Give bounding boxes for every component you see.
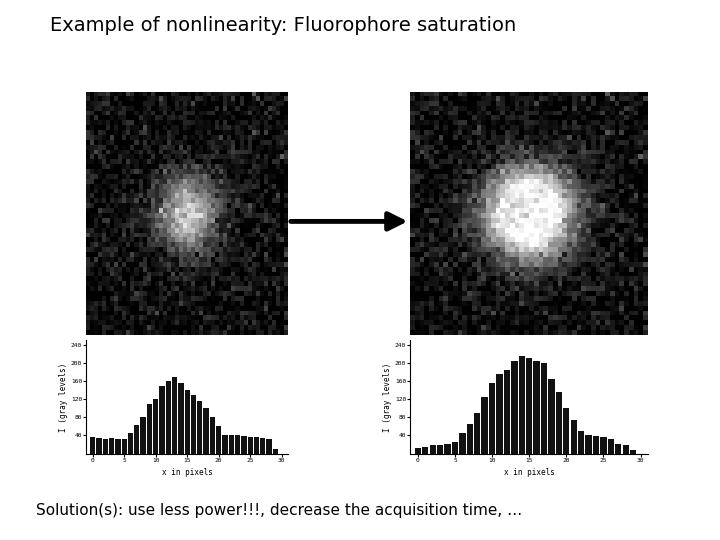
Bar	[222, 435, 228, 454]
Bar	[630, 450, 636, 454]
Bar	[197, 401, 202, 454]
Bar	[422, 447, 428, 454]
Bar	[273, 449, 278, 454]
Bar	[482, 397, 488, 454]
Bar	[235, 435, 240, 454]
Bar	[172, 377, 177, 454]
Bar	[518, 356, 525, 454]
Y-axis label: I (gray levels): I (gray levels)	[383, 362, 392, 431]
Bar	[96, 438, 102, 454]
Bar	[585, 435, 592, 454]
Bar	[600, 437, 607, 454]
Bar	[210, 417, 215, 454]
Bar	[159, 387, 165, 454]
Bar	[563, 408, 570, 454]
X-axis label: x in pixels: x in pixels	[162, 468, 212, 477]
Bar	[593, 436, 599, 454]
Bar	[496, 374, 503, 454]
Bar	[229, 435, 234, 454]
Text: Solution(s): use less power!!!, decrease the acquisition time, …: Solution(s): use less power!!!, decrease…	[36, 503, 522, 518]
Text: Example of nonlinearity: Fluorophore saturation: Example of nonlinearity: Fluorophore sat…	[50, 16, 517, 35]
Bar	[147, 404, 152, 454]
Bar	[122, 438, 127, 454]
Bar	[260, 438, 266, 454]
Bar	[526, 359, 532, 454]
Bar	[570, 420, 577, 454]
Bar	[556, 393, 562, 454]
Bar	[204, 408, 209, 454]
Bar	[437, 444, 444, 454]
Bar	[248, 437, 253, 454]
Bar	[511, 361, 518, 454]
Bar	[90, 437, 95, 454]
Bar	[140, 417, 145, 454]
Bar	[451, 442, 458, 454]
Bar	[549, 379, 554, 454]
Bar	[608, 439, 614, 454]
Bar	[153, 399, 158, 454]
Bar	[179, 383, 184, 454]
Bar	[578, 431, 585, 454]
Bar	[474, 413, 480, 454]
Bar	[103, 438, 108, 454]
Bar	[430, 446, 436, 454]
Bar	[444, 444, 451, 454]
Bar	[166, 381, 171, 454]
Bar	[134, 426, 140, 454]
Bar	[467, 424, 473, 454]
Bar	[184, 390, 190, 454]
Bar	[266, 439, 271, 454]
Bar	[504, 370, 510, 454]
Bar	[109, 438, 114, 454]
Bar	[216, 427, 221, 454]
Bar	[534, 361, 540, 454]
Bar	[459, 433, 466, 454]
Bar	[541, 363, 547, 454]
Bar	[415, 448, 421, 454]
Bar	[615, 444, 621, 454]
Bar	[128, 433, 133, 454]
Bar	[241, 436, 246, 454]
Y-axis label: I (gray levels): I (gray levels)	[59, 362, 68, 431]
Bar	[489, 383, 495, 454]
Bar	[191, 395, 196, 454]
X-axis label: x in pixels: x in pixels	[504, 468, 554, 477]
Bar	[623, 446, 629, 454]
Bar	[115, 439, 120, 454]
Bar	[254, 437, 259, 454]
